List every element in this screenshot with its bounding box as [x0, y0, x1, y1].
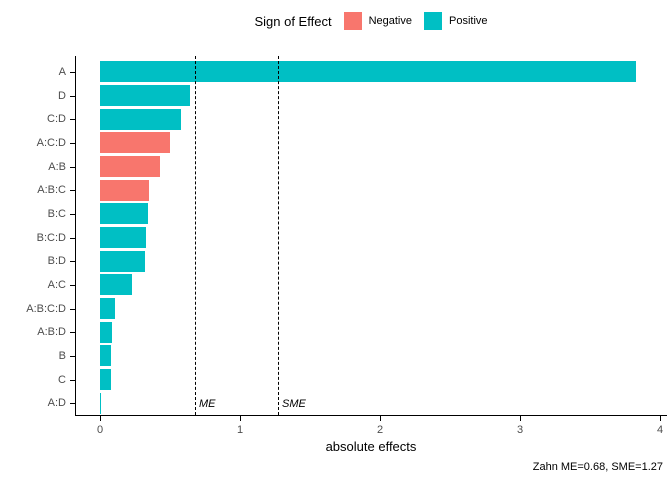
legend-item-positive: Positive [423, 12, 488, 30]
y-axis-label: A:D [47, 397, 66, 409]
x-axis-title: absolute effects [325, 439, 417, 454]
y-axis-label: C:D [47, 113, 66, 125]
bar-A-C [100, 274, 132, 295]
bar-C [100, 369, 111, 390]
y-axis-label: A:B:D [37, 326, 66, 338]
legend-title: Sign of Effect [254, 13, 332, 29]
y-axis-label: B [58, 350, 66, 362]
y-tick [70, 143, 75, 144]
ref-line-sme [278, 56, 279, 415]
caption: Zahn ME=0.68, SME=1.27 [532, 461, 663, 473]
ref-line-label-me: ME [199, 398, 216, 410]
y-axis-label: A [58, 66, 66, 78]
negative-color-swatch [343, 12, 362, 30]
y-axis-line [75, 56, 76, 415]
y-axis-label: A:B:C:D [26, 303, 66, 315]
bar-D [100, 85, 190, 106]
y-axis-label: C [58, 374, 66, 386]
y-tick [70, 119, 75, 120]
y-tick [70, 96, 75, 97]
y-axis-label: B:D [47, 255, 66, 267]
ref-line-label-sme: SME [282, 398, 306, 410]
x-tick [240, 416, 241, 421]
y-axis-label: B:C [47, 208, 66, 220]
x-tick-label: 4 [656, 424, 664, 436]
bar-A [100, 61, 636, 82]
x-tick [100, 416, 101, 421]
positive-color-swatch [423, 12, 442, 30]
y-tick [70, 261, 75, 262]
bar-B [100, 345, 111, 366]
ref-line-me [195, 56, 196, 415]
legend-item-label-negative: Negative [368, 15, 412, 27]
y-tick [70, 72, 75, 73]
y-tick [70, 214, 75, 215]
x-tick [520, 416, 521, 421]
legend: Sign of Effect Negative Positive [75, 11, 667, 31]
bar-A-B-C-D [100, 298, 115, 319]
x-tick-label: 0 [96, 424, 104, 436]
y-tick [70, 285, 75, 286]
x-tick-label: 2 [376, 424, 384, 436]
x-tick-label: 3 [516, 424, 524, 436]
legend-item-label-positive: Positive [448, 15, 488, 27]
y-tick [70, 356, 75, 357]
y-axis-label: B:C:D [36, 232, 66, 244]
x-tick-label: 1 [236, 424, 244, 436]
y-tick [70, 238, 75, 239]
bar-B-D [100, 251, 145, 272]
y-axis-label: A:C:D [36, 137, 66, 149]
y-axis-label: A:C [47, 279, 66, 291]
x-tick [380, 416, 381, 421]
x-axis-line [75, 415, 667, 416]
bar-B-C [100, 203, 148, 224]
bar-A-B-D [100, 322, 112, 343]
y-tick [70, 332, 75, 333]
y-axis-label: A:B:C [37, 184, 66, 196]
y-tick [70, 190, 75, 191]
y-tick [70, 380, 75, 381]
bar-A-B [100, 156, 160, 177]
bar-A-C-D [100, 132, 170, 153]
bar-B-C-D [100, 227, 146, 248]
bar-A-B-C [100, 180, 149, 201]
y-axis-label: D [58, 90, 66, 102]
legend-item-negative: Negative [343, 12, 412, 30]
y-tick [70, 167, 75, 168]
y-tick [70, 309, 75, 310]
bar-A-D [100, 393, 101, 414]
y-axis-label: A:B [48, 161, 66, 173]
x-tick [660, 416, 661, 421]
y-tick [70, 403, 75, 404]
bar-C-D [100, 109, 181, 130]
